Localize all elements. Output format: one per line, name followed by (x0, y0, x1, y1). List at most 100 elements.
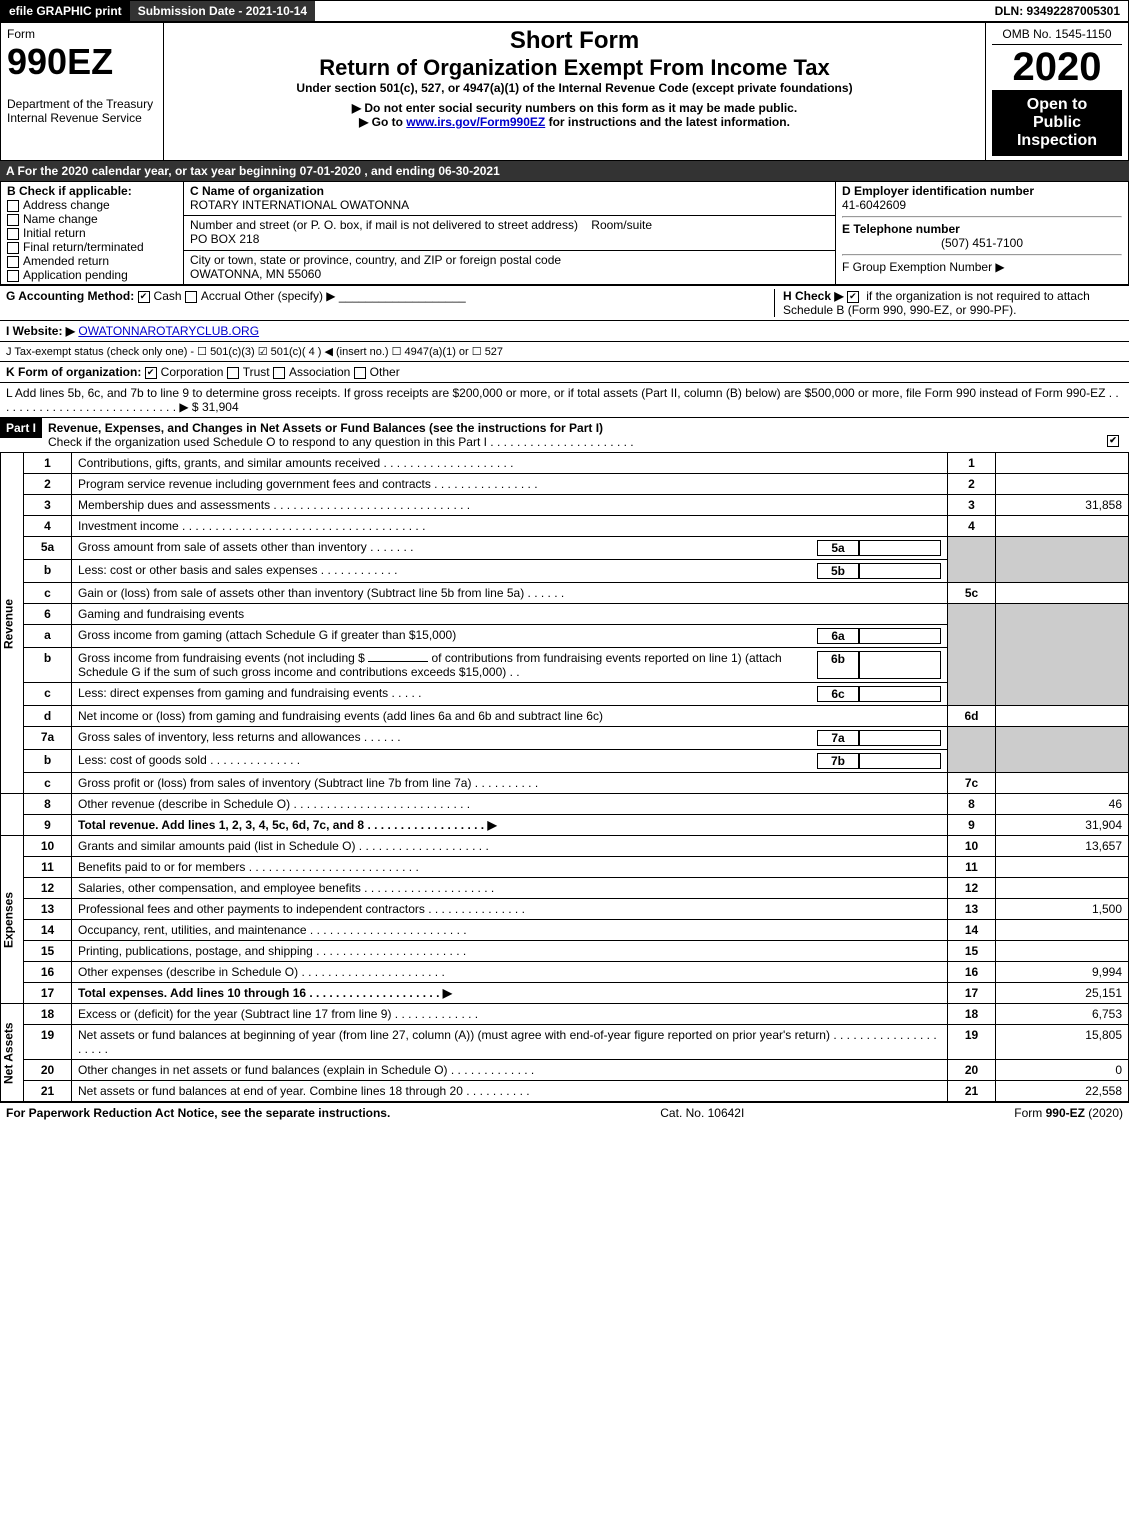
l-gross-receipts: L Add lines 5b, 6c, and 7b to line 9 to … (0, 382, 1129, 417)
line-text: Less: cost or other basis and sales expe… (72, 560, 948, 583)
g-h-row: G Accounting Method: Cash Accrual Other … (0, 285, 1129, 320)
goto-line: ▶ Go to www.irs.gov/Form990EZ for instru… (170, 115, 979, 129)
page-footer: For Paperwork Reduction Act Notice, see … (0, 1102, 1129, 1123)
line-num: 17 (24, 983, 72, 1004)
line-num: 1 (24, 453, 72, 474)
k-form-org: K Form of organization: Corporation Trus… (0, 361, 1129, 382)
l6c-text: Less: direct expenses from gaming and fu… (78, 686, 809, 702)
checkbox-assoc[interactable] (273, 367, 285, 379)
l7b-text: Less: cost of goods sold . . . . . . . .… (78, 753, 809, 769)
checkbox-final[interactable] (7, 242, 19, 254)
dln-number: DLN: 93492287005301 (987, 1, 1128, 21)
line-box: 20 (948, 1060, 996, 1081)
line-box: 13 (948, 899, 996, 920)
line-num: 4 (24, 516, 72, 537)
c-label: C Name of organization (190, 184, 324, 198)
line-num: c (24, 683, 72, 706)
checkbox-trust[interactable] (227, 367, 239, 379)
check-b-column: B Check if applicable: Address change Na… (1, 182, 184, 285)
shade-cell (948, 727, 996, 773)
line-num: 12 (24, 878, 72, 899)
k-label: K Form of organization: (6, 365, 141, 379)
checkbox-pending[interactable] (7, 270, 19, 282)
checkbox-name[interactable] (7, 214, 19, 226)
line-box: 8 (948, 794, 996, 815)
line-box: 10 (948, 836, 996, 857)
line-box: 19 (948, 1025, 996, 1060)
line-num: 6 (24, 604, 72, 625)
checkbox-corp[interactable] (145, 367, 157, 379)
line-text: Gross income from gaming (attach Schedul… (72, 625, 948, 648)
line-num: 10 (24, 836, 72, 857)
final-return: Final return/terminated (23, 240, 144, 254)
line-num: c (24, 773, 72, 794)
corp-label: Corporation (161, 365, 224, 379)
i-label: I Website: ▶ (6, 324, 75, 338)
checkbox-accrual[interactable] (185, 291, 197, 303)
omb-number: OMB No. 1545-1150 (992, 27, 1122, 45)
part1-header-row: Part I Revenue, Expenses, and Changes in… (0, 417, 1129, 452)
g-accounting: G Accounting Method: Cash Accrual Other … (6, 289, 774, 317)
line-num: a (24, 625, 72, 648)
sub-val (859, 730, 941, 746)
part1-check-text: Check if the organization used Schedule … (48, 435, 634, 449)
checkbox-other-org[interactable] (354, 367, 366, 379)
checkbox-address[interactable] (7, 200, 19, 212)
checkbox-amended[interactable] (7, 256, 19, 268)
line-num: 7a (24, 727, 72, 750)
line-amount (996, 878, 1129, 899)
line-amount: 13,657 (996, 836, 1129, 857)
open2: Public (1033, 114, 1081, 131)
line-num: 18 (24, 1004, 72, 1025)
line-num: 2 (24, 474, 72, 495)
checkbox-initial[interactable] (7, 228, 19, 240)
line-num: 16 (24, 962, 72, 983)
line-box: 18 (948, 1004, 996, 1025)
line-text: Program service revenue including govern… (72, 474, 948, 495)
shade-cell (996, 727, 1129, 773)
b-label: B Check if applicable: (7, 184, 132, 198)
line-amount: 25,151 (996, 983, 1129, 1004)
form-header: Form 990EZ Department of the Treasury In… (0, 22, 1129, 161)
line-num: 3 (24, 495, 72, 516)
other-input[interactable]: ___________________ (339, 289, 466, 303)
line-num: 13 (24, 899, 72, 920)
checkbox-scheduleb[interactable] (847, 291, 859, 303)
website-link[interactable]: OWATONNAROTARYCLUB.ORG (78, 324, 259, 338)
checkbox-cash[interactable] (138, 291, 150, 303)
line-num: 11 (24, 857, 72, 878)
line-amount (996, 706, 1129, 727)
line-text: Other changes in net assets or fund bala… (72, 1060, 948, 1081)
line-num: c (24, 583, 72, 604)
d-label: D Employer identification number (842, 184, 1034, 198)
netassets-vlabel: Net Assets (1, 1004, 24, 1102)
sub-val (859, 540, 941, 556)
shade-cell (948, 537, 996, 583)
line-box: 16 (948, 962, 996, 983)
line-box: 5c (948, 583, 996, 604)
g-label: G Accounting Method: (6, 289, 134, 303)
part1-lines-table: Revenue 1 Contributions, gifts, grants, … (0, 452, 1129, 1102)
line-box: 9 (948, 815, 996, 836)
other-org-label: Other (370, 365, 400, 379)
line-text: Gross sales of inventory, less returns a… (72, 727, 948, 750)
efile-print-button[interactable]: efile GRAPHIC print (1, 1, 130, 21)
line-num: 5a (24, 537, 72, 560)
expenses-vlabel: Expenses (1, 836, 24, 1004)
line-amount (996, 516, 1129, 537)
line-amount (996, 773, 1129, 794)
checkbox-scheduleo[interactable] (1107, 435, 1119, 447)
l5a-text: Gross amount from sale of assets other t… (78, 540, 809, 556)
line-amount: 31,904 (996, 815, 1129, 836)
org-name: ROTARY INTERNATIONAL OWATONNA (190, 198, 409, 212)
line-box: 3 (948, 495, 996, 516)
entity-info-table: B Check if applicable: Address change Na… (0, 181, 1129, 285)
irs-link[interactable]: www.irs.gov/Form990EZ (406, 115, 545, 129)
sub-box: 5b (817, 563, 859, 579)
l6a-text: Gross income from gaming (attach Schedul… (78, 628, 809, 644)
line-text: Total expenses. Add lines 10 through 16 … (72, 983, 948, 1004)
line-text: Membership dues and assessments . . . . … (72, 495, 948, 516)
amended-return: Amended return (23, 254, 109, 268)
line-num: 8 (24, 794, 72, 815)
org-name-cell: C Name of organization ROTARY INTERNATIO… (184, 182, 836, 216)
